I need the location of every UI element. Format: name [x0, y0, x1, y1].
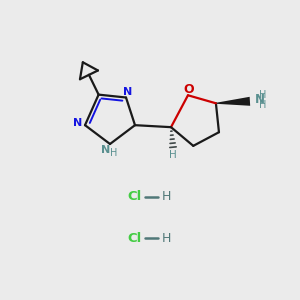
Text: Cl: Cl: [127, 232, 141, 244]
Text: H: H: [161, 190, 171, 203]
Text: N: N: [123, 86, 133, 97]
Text: H: H: [169, 150, 177, 160]
Text: H: H: [110, 148, 118, 158]
Text: H: H: [259, 90, 267, 100]
Text: N: N: [101, 145, 111, 155]
Text: N: N: [74, 118, 82, 128]
Text: H: H: [161, 232, 171, 244]
Polygon shape: [216, 97, 250, 106]
Text: Cl: Cl: [127, 190, 141, 203]
Text: N: N: [255, 93, 265, 106]
Text: O: O: [184, 83, 194, 96]
Text: H: H: [259, 100, 267, 110]
